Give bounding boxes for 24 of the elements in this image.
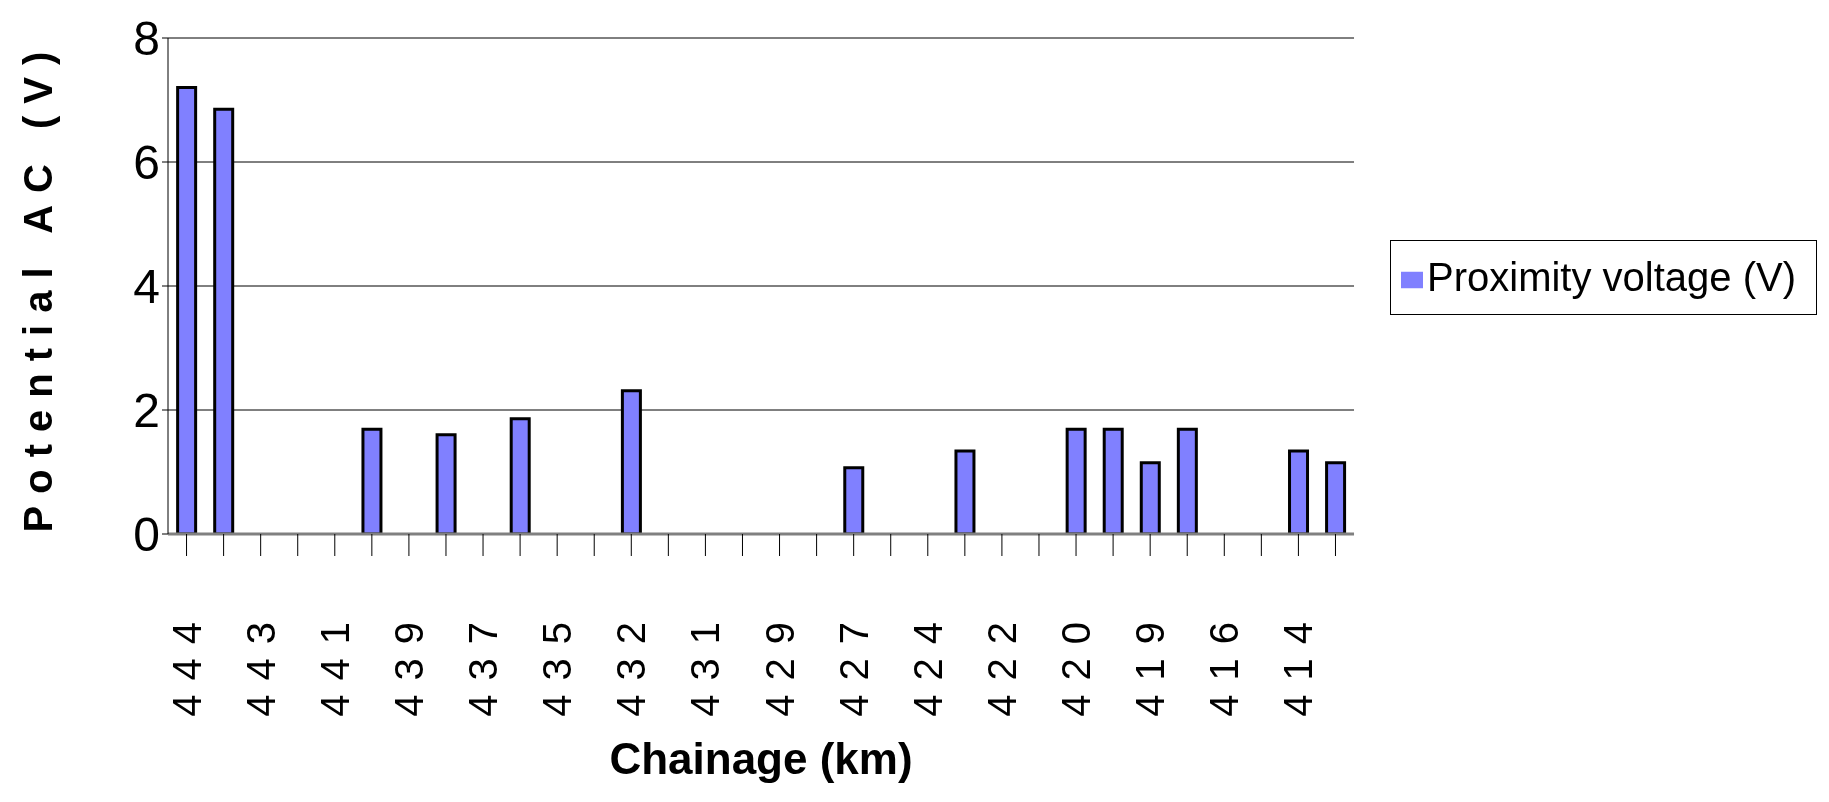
x-axis-title: Chainage (km) [609, 734, 913, 783]
y-tick-label: 8 [133, 12, 160, 66]
x-tick-label: 414 [1276, 608, 1321, 717]
x-tick-label: 416 [1202, 608, 1247, 717]
y-tick-label: 4 [133, 260, 160, 314]
x-tick-label: 443 [238, 608, 283, 717]
legend-label: Proximity voltage (V) [1427, 255, 1796, 299]
x-tick-label: 424 [905, 608, 950, 717]
x-tick-label: 432 [609, 608, 654, 717]
y-tick-label: 2 [133, 384, 160, 438]
x-tick-label: 427 [831, 608, 876, 717]
x-tick-label: 435 [535, 608, 580, 717]
y-tick-label: 6 [133, 136, 160, 190]
y-tick-label: 0 [133, 508, 160, 562]
x-tick-label: 419 [1128, 608, 1173, 717]
x-tick-label: 431 [683, 608, 728, 717]
x-tick-label: 422 [979, 608, 1024, 717]
y-axis-title: Potential AC (V) [16, 39, 61, 533]
x-tick-label: 429 [757, 608, 802, 717]
x-tick-label: 439 [386, 608, 431, 717]
x-tick-label: 441 [312, 608, 357, 717]
x-tick-label: 420 [1054, 608, 1099, 717]
x-tick-label: 437 [461, 608, 506, 717]
x-tick-label: 444 [164, 608, 209, 717]
